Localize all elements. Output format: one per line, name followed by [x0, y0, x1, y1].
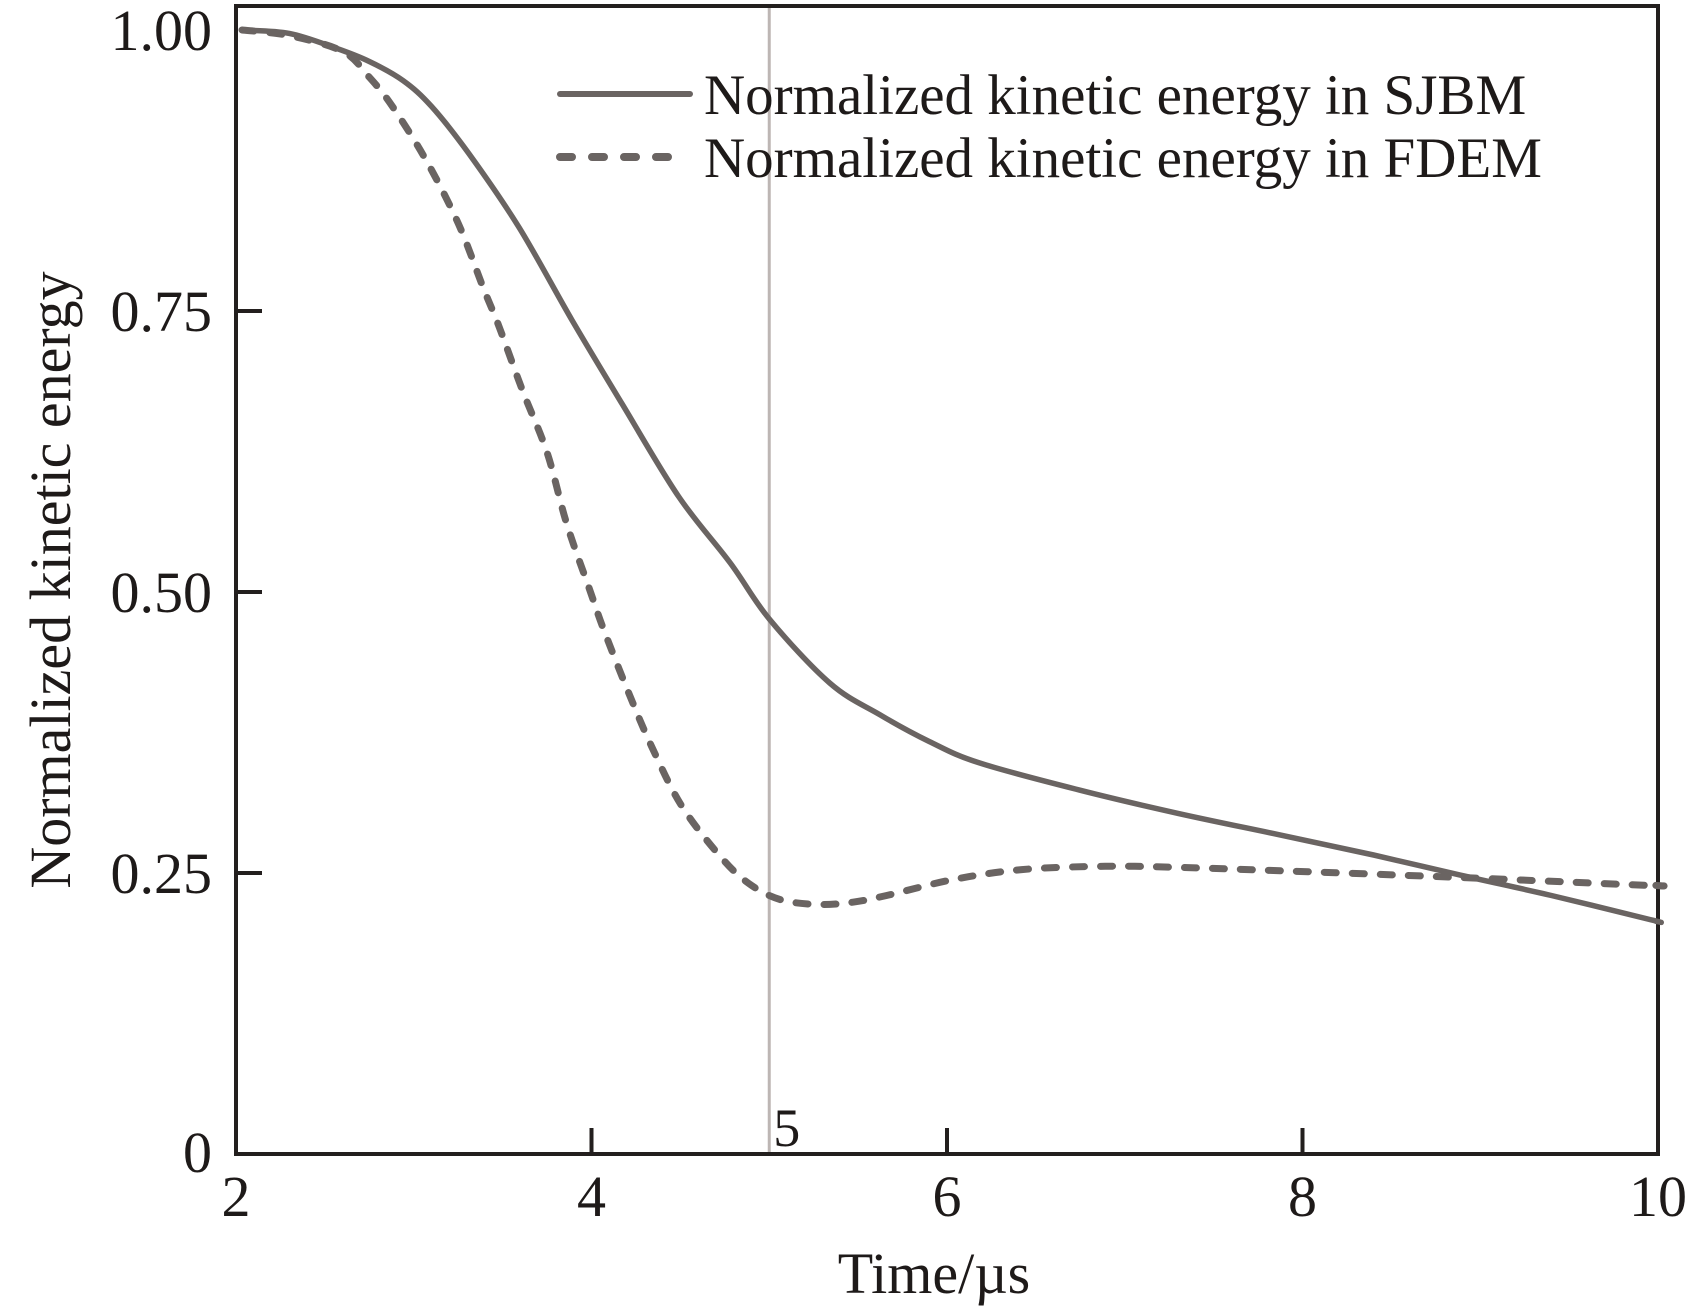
series-group [238, 26, 1668, 926]
y-axis-title: Normalized kinetic energy [18, 271, 83, 888]
y-tick-label: 0 [183, 1120, 212, 1185]
legend: Normalized kinetic energy in SJBMNormali… [556, 64, 1542, 190]
y-tick-label: 1.00 [111, 0, 213, 63]
reference-line-group: 5 [767, 8, 800, 1158]
x-tick-label: 2 [222, 1164, 251, 1229]
reference-line-label: 5 [773, 1098, 800, 1158]
x-axis-title: Time/µs [838, 1241, 1030, 1306]
legend-label-sjbm: Normalized kinetic energy in SJBM [704, 64, 1526, 127]
x-tick-label: 10 [1629, 1164, 1687, 1229]
y-tick-label: 0.75 [111, 279, 213, 344]
ticks-group: 2 4 6 8 10 0 0.25 0.50 0.75 1.00 [111, 0, 1688, 1229]
legend-label-fdem: Normalized kinetic energy in FDEM [704, 127, 1542, 190]
y-tick-label: 0.25 [111, 841, 213, 906]
x-tick-label: 8 [1288, 1164, 1317, 1229]
x-tick-label: 4 [577, 1164, 606, 1229]
y-tick-label: 0.50 [111, 560, 213, 625]
series-line-sjbm [239, 27, 1664, 926]
x-tick-label: 6 [933, 1164, 962, 1229]
